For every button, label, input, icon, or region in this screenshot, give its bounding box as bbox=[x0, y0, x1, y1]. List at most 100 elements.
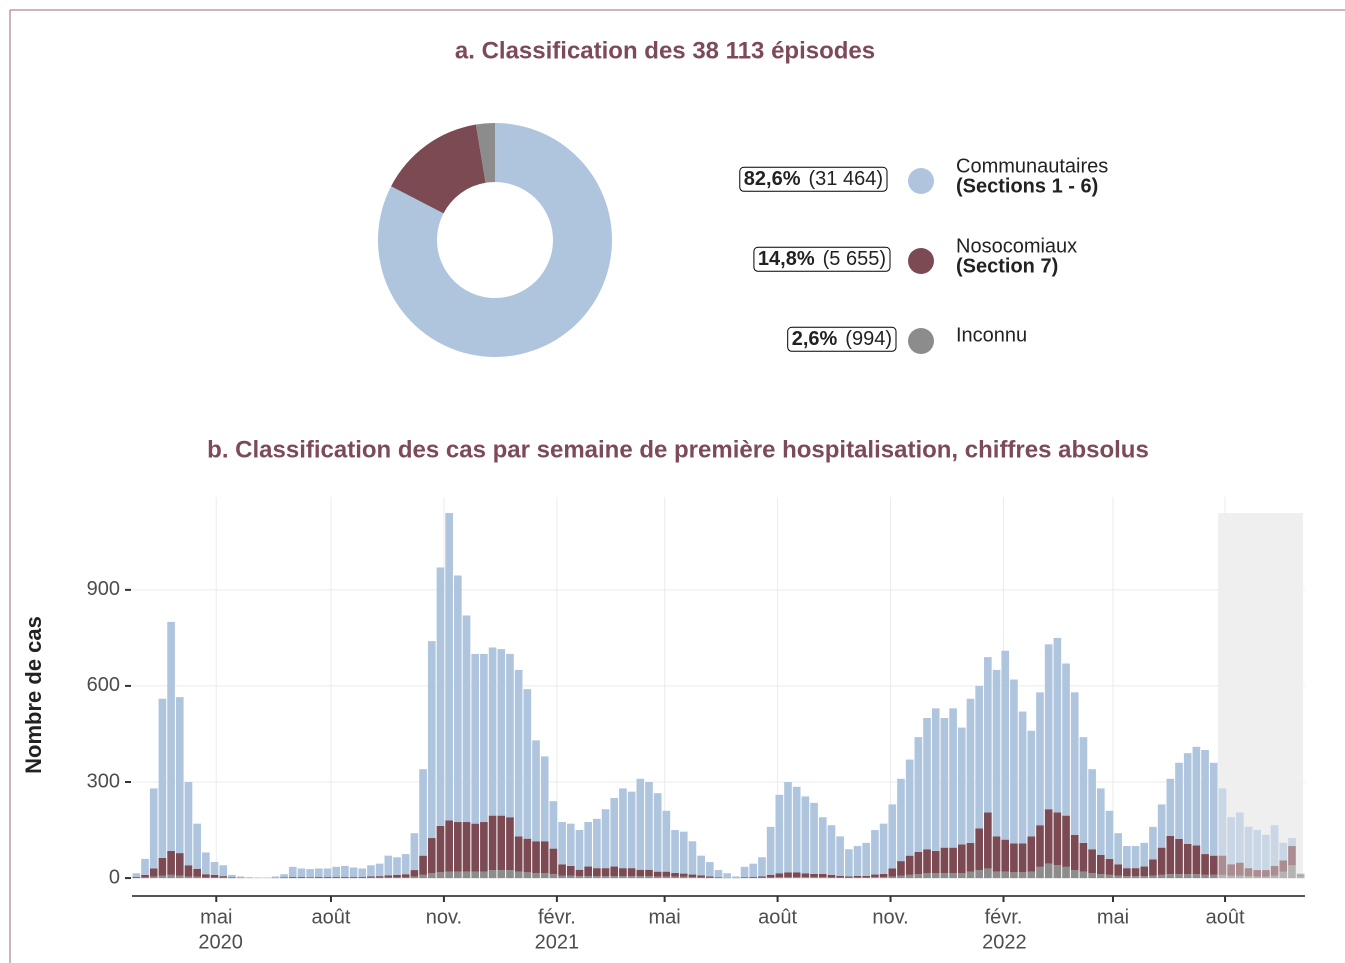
bar-segment bbox=[879, 877, 888, 879]
bar-segment bbox=[740, 877, 749, 878]
bar-segment bbox=[1166, 778, 1175, 836]
bar-segment bbox=[714, 877, 723, 878]
bar-segment bbox=[132, 876, 141, 878]
bar-segment bbox=[167, 850, 175, 875]
bar-segment bbox=[1027, 836, 1036, 872]
bar-segment bbox=[905, 874, 914, 879]
bar-segment bbox=[732, 876, 740, 878]
x-tick-label: nov. bbox=[426, 906, 462, 928]
bar-segment bbox=[427, 873, 436, 879]
bar-segment bbox=[419, 874, 427, 879]
bar-segment bbox=[601, 868, 610, 877]
bar-segment bbox=[514, 836, 523, 872]
bar-segment bbox=[619, 876, 627, 879]
bar-segment bbox=[1201, 854, 1209, 875]
bar-segment bbox=[705, 862, 714, 877]
bar-segment bbox=[471, 653, 480, 824]
bar-segment bbox=[862, 842, 871, 876]
bar-segment bbox=[845, 849, 853, 877]
percent: 14,8% bbox=[758, 248, 815, 270]
bar-segment bbox=[801, 877, 810, 879]
bar-segment bbox=[1140, 842, 1149, 867]
label-box bbox=[739, 166, 888, 192]
bar-segment bbox=[1044, 863, 1053, 879]
bar-segment bbox=[688, 841, 697, 875]
bar-segment bbox=[419, 769, 427, 856]
bar-segment bbox=[627, 876, 636, 879]
bar-segment bbox=[914, 737, 923, 852]
bar-segment bbox=[1001, 871, 1010, 879]
bar-segment bbox=[871, 877, 879, 879]
bar-segment bbox=[262, 877, 271, 879]
bar-segment bbox=[1236, 812, 1244, 863]
bar-segment bbox=[871, 874, 879, 878]
bar-segment bbox=[836, 877, 844, 879]
bar-segment bbox=[558, 875, 566, 879]
bar-segment bbox=[697, 877, 705, 879]
bar-segment bbox=[1018, 711, 1027, 844]
bar-segment bbox=[462, 822, 471, 872]
bar-segment bbox=[653, 871, 662, 877]
bar-segment bbox=[923, 873, 931, 879]
bar-segment bbox=[905, 855, 914, 875]
bar-segment bbox=[1183, 874, 1192, 879]
bar-segment bbox=[1253, 870, 1262, 877]
bar-segment bbox=[193, 876, 201, 879]
bar-segment bbox=[671, 830, 679, 873]
bar-segment bbox=[540, 841, 549, 874]
bar-segment bbox=[349, 867, 358, 877]
bar-segment bbox=[714, 870, 723, 878]
legend-label: Inconnu bbox=[956, 324, 1027, 346]
bar-segment bbox=[1192, 746, 1201, 846]
bar-segment bbox=[149, 868, 158, 877]
bar-segment bbox=[497, 815, 506, 871]
bar-segment bbox=[210, 877, 219, 879]
bar-segment bbox=[1088, 769, 1096, 850]
bar-segment bbox=[497, 649, 506, 816]
bar-segment bbox=[905, 759, 914, 856]
bar-segment bbox=[158, 857, 167, 876]
bar-segment bbox=[688, 874, 697, 878]
bar-segment bbox=[766, 877, 775, 879]
bar-segment bbox=[1183, 843, 1192, 875]
bar-segment bbox=[992, 669, 1001, 837]
bar-segment bbox=[1236, 862, 1244, 876]
bar-segment bbox=[332, 876, 341, 878]
bar-segment bbox=[149, 876, 158, 879]
bar-segment bbox=[1053, 637, 1062, 813]
bar-segment bbox=[1244, 876, 1253, 879]
bar-segment bbox=[184, 865, 193, 877]
bar-segment bbox=[566, 823, 575, 866]
bar-segment bbox=[862, 877, 871, 879]
bar-segment bbox=[836, 875, 844, 878]
bar-segment bbox=[384, 875, 393, 878]
x-tick-label: févr. bbox=[538, 906, 576, 928]
bar-segment bbox=[454, 822, 462, 872]
bar-segment bbox=[645, 869, 653, 877]
bar-segment bbox=[1114, 833, 1123, 865]
bar-segment bbox=[775, 873, 784, 878]
bar-segment bbox=[1244, 826, 1253, 869]
bar-segment bbox=[992, 836, 1001, 872]
bar-segment bbox=[1192, 845, 1201, 875]
bar-segment bbox=[436, 825, 445, 873]
bar-segment bbox=[1218, 788, 1227, 856]
bar-segment bbox=[984, 868, 992, 879]
bar-segment bbox=[758, 876, 766, 878]
bar-segment bbox=[957, 727, 966, 845]
bar-segment bbox=[506, 870, 514, 879]
bar-segment bbox=[445, 820, 453, 872]
value-label: 14,8% (5 655) bbox=[758, 248, 886, 270]
bar-segment bbox=[931, 873, 940, 879]
bar-segment bbox=[175, 853, 184, 876]
bar-segment bbox=[610, 876, 619, 879]
bar-segment bbox=[862, 875, 871, 878]
percent: 2,6% bbox=[792, 328, 838, 350]
value-label: 2,6% (994) bbox=[792, 328, 892, 350]
bar-segment bbox=[575, 830, 584, 870]
bar-segment bbox=[1262, 876, 1270, 879]
bar-segment bbox=[957, 844, 966, 874]
bar-segment bbox=[306, 869, 314, 878]
bar-segment bbox=[288, 866, 297, 877]
